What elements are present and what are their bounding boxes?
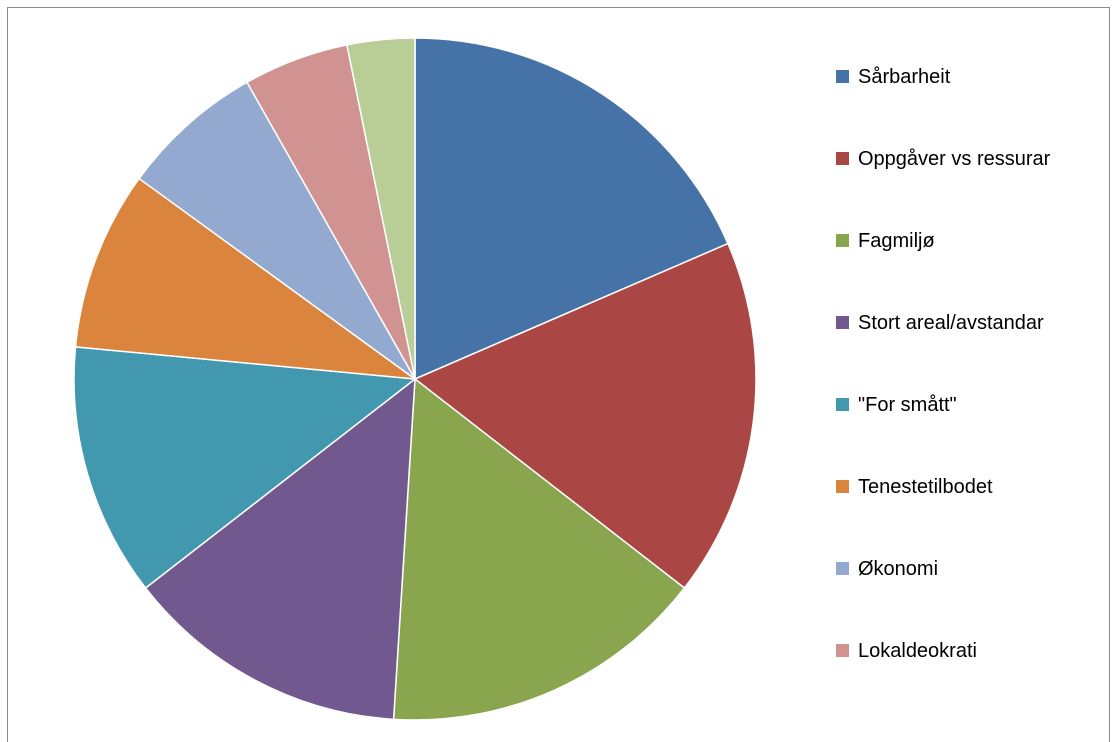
legend-swatch: [836, 480, 849, 493]
pie-slice: [73, 346, 416, 589]
legend-item: Oppgåver vs ressurar: [836, 146, 1106, 228]
legend-item: Fagmiljø: [836, 228, 1106, 310]
legend-item: Lokaldeokrati: [836, 638, 1106, 720]
pie-slice: [392, 378, 686, 721]
legend-label: Lokaldeokrati: [858, 640, 977, 662]
legend-label: Fagmiljø: [858, 230, 935, 252]
pie-slice: [138, 81, 416, 380]
legend-item: Tenestetilbodet: [836, 474, 1106, 556]
legend-swatch: [836, 644, 849, 657]
legend-swatch: [836, 234, 849, 247]
legend-label: Sårbarheit: [858, 66, 951, 88]
pie-slice: [346, 37, 416, 380]
legend-label: Tenestetilbodet: [858, 476, 993, 498]
legend-label: Oppgåver vs ressurar: [858, 148, 1051, 170]
legend-label: Økonomi: [858, 558, 939, 580]
legend-swatch: [836, 562, 849, 575]
legend-label: "For smått": [858, 394, 957, 416]
legend-item: Stort areal/avstandar: [836, 310, 1106, 392]
legend-item: "For smått": [836, 392, 1106, 474]
legend-item: Sårbarheit: [836, 64, 1106, 146]
legend-item: Økonomi: [836, 556, 1106, 638]
legend-swatch: [836, 316, 849, 329]
legend-swatch: [836, 398, 849, 411]
pie-slice: [74, 177, 416, 380]
legend-label: Stort areal/avstandar: [858, 312, 1044, 334]
pie-slice: [414, 37, 729, 380]
legend-swatch: [836, 152, 849, 165]
pie-slice: [144, 378, 416, 721]
legend: Sårbarheit Oppgåver vs ressurar Fagmiljø…: [836, 64, 1106, 720]
pie-slice: [414, 242, 757, 589]
legend-swatch: [836, 70, 849, 83]
